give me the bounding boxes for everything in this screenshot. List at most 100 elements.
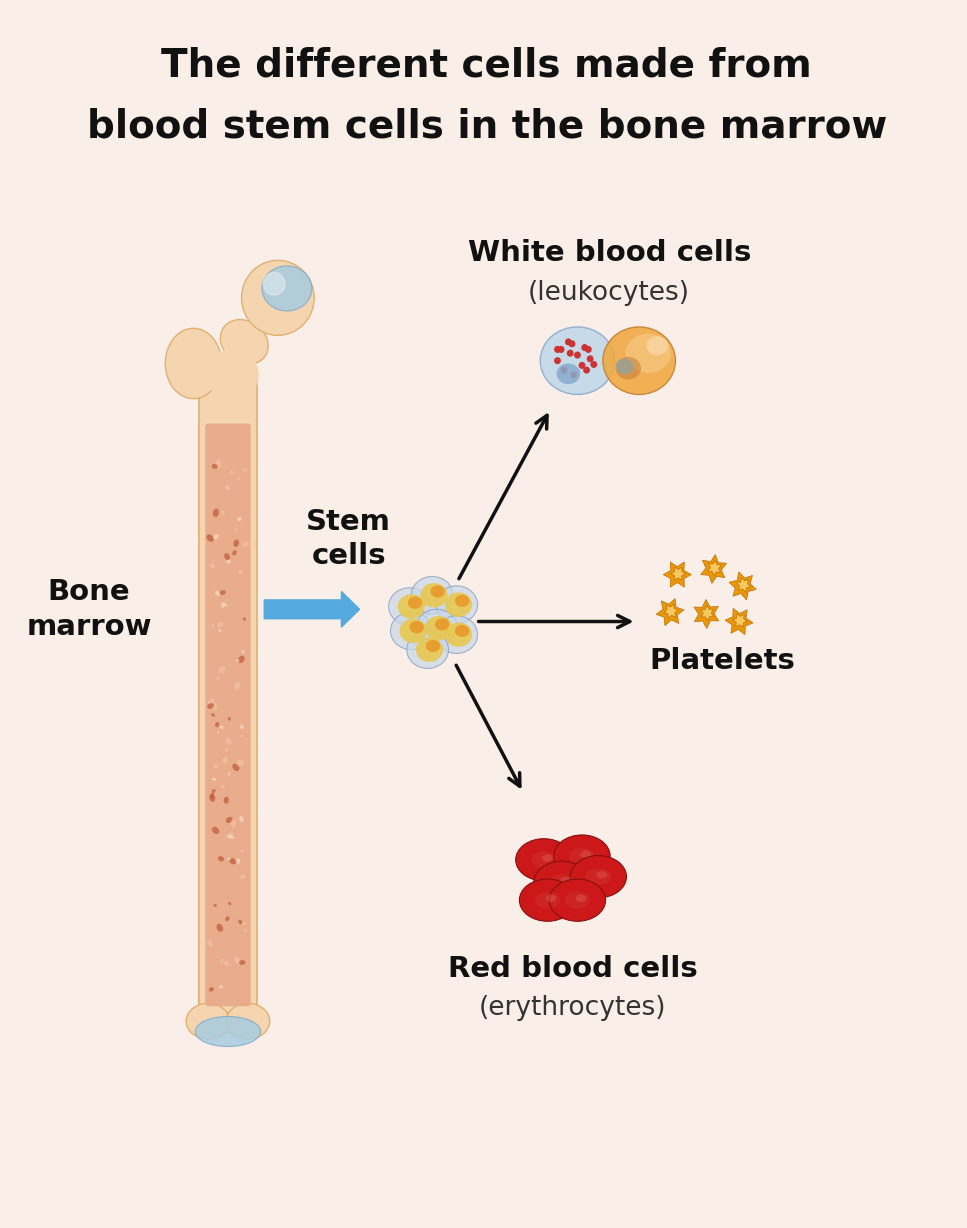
Ellipse shape: [220, 959, 223, 964]
Text: (leukocytes): (leukocytes): [528, 280, 690, 306]
Ellipse shape: [213, 764, 219, 769]
Ellipse shape: [571, 856, 627, 898]
FancyBboxPatch shape: [199, 370, 257, 1033]
Ellipse shape: [226, 817, 233, 823]
Ellipse shape: [240, 725, 244, 729]
Circle shape: [263, 273, 285, 295]
Ellipse shape: [220, 319, 268, 365]
Ellipse shape: [220, 726, 223, 729]
Ellipse shape: [224, 748, 228, 752]
Ellipse shape: [187, 1003, 230, 1039]
Ellipse shape: [602, 327, 676, 394]
Text: Platelets: Platelets: [650, 647, 796, 675]
Ellipse shape: [224, 604, 227, 607]
Circle shape: [587, 356, 593, 361]
Ellipse shape: [236, 858, 240, 863]
Polygon shape: [663, 562, 691, 587]
Ellipse shape: [616, 357, 641, 379]
Ellipse shape: [218, 856, 224, 861]
Ellipse shape: [240, 874, 246, 879]
Ellipse shape: [243, 468, 248, 472]
Ellipse shape: [542, 855, 553, 862]
Ellipse shape: [226, 1003, 270, 1039]
Circle shape: [579, 362, 585, 368]
Ellipse shape: [411, 576, 454, 614]
Ellipse shape: [399, 619, 426, 643]
Ellipse shape: [228, 903, 231, 905]
Ellipse shape: [228, 717, 231, 721]
Ellipse shape: [210, 793, 215, 799]
Ellipse shape: [220, 985, 222, 989]
Ellipse shape: [230, 820, 236, 828]
Ellipse shape: [430, 586, 445, 598]
Ellipse shape: [445, 623, 472, 647]
Ellipse shape: [220, 511, 225, 516]
Ellipse shape: [597, 871, 607, 878]
Ellipse shape: [243, 618, 246, 621]
Circle shape: [558, 346, 564, 352]
Ellipse shape: [549, 874, 574, 890]
Text: Stem
cells: Stem cells: [307, 508, 391, 570]
Ellipse shape: [230, 836, 234, 839]
Ellipse shape: [228, 833, 233, 837]
Ellipse shape: [238, 656, 245, 663]
Circle shape: [555, 357, 560, 363]
Ellipse shape: [234, 957, 240, 964]
Ellipse shape: [515, 839, 572, 880]
Text: blood stem cells in the bone marrow: blood stem cells in the bone marrow: [86, 107, 887, 145]
Ellipse shape: [208, 698, 215, 705]
Ellipse shape: [238, 570, 243, 575]
Ellipse shape: [217, 621, 223, 628]
Ellipse shape: [229, 858, 236, 865]
Polygon shape: [694, 599, 718, 629]
Ellipse shape: [207, 939, 213, 947]
Polygon shape: [657, 598, 684, 626]
Ellipse shape: [242, 650, 245, 653]
Ellipse shape: [436, 616, 478, 653]
Ellipse shape: [407, 631, 449, 668]
Ellipse shape: [570, 847, 595, 865]
Ellipse shape: [220, 591, 225, 596]
Ellipse shape: [206, 349, 259, 400]
Ellipse shape: [222, 756, 227, 764]
Ellipse shape: [239, 815, 244, 822]
Ellipse shape: [549, 879, 605, 921]
Ellipse shape: [217, 923, 223, 932]
Ellipse shape: [215, 591, 220, 596]
Circle shape: [584, 367, 589, 373]
Text: (erythrocytes): (erythrocytes): [480, 995, 666, 1020]
Ellipse shape: [213, 508, 220, 517]
Ellipse shape: [212, 713, 215, 717]
Ellipse shape: [229, 470, 234, 474]
Ellipse shape: [531, 851, 557, 868]
Ellipse shape: [241, 736, 243, 737]
Circle shape: [555, 346, 560, 352]
Ellipse shape: [215, 722, 220, 727]
Circle shape: [574, 352, 580, 357]
Polygon shape: [737, 577, 750, 592]
Ellipse shape: [219, 629, 221, 632]
Ellipse shape: [534, 861, 590, 904]
Ellipse shape: [213, 561, 215, 562]
Ellipse shape: [212, 464, 218, 469]
Ellipse shape: [215, 460, 221, 469]
Ellipse shape: [535, 892, 560, 909]
Polygon shape: [708, 560, 721, 576]
Ellipse shape: [243, 542, 249, 548]
Text: The different cells made from: The different cells made from: [161, 47, 812, 85]
FancyArrow shape: [264, 592, 360, 628]
Ellipse shape: [195, 1017, 261, 1046]
Ellipse shape: [454, 625, 469, 637]
Ellipse shape: [586, 868, 611, 885]
Ellipse shape: [227, 834, 232, 839]
Ellipse shape: [232, 550, 237, 555]
Circle shape: [566, 339, 571, 345]
Text: Bone
marrow: Bone marrow: [26, 578, 152, 641]
Polygon shape: [663, 604, 678, 618]
Ellipse shape: [616, 359, 633, 375]
Ellipse shape: [416, 609, 457, 647]
Ellipse shape: [389, 588, 430, 625]
Ellipse shape: [227, 857, 231, 861]
Ellipse shape: [223, 797, 229, 804]
Ellipse shape: [210, 564, 216, 569]
